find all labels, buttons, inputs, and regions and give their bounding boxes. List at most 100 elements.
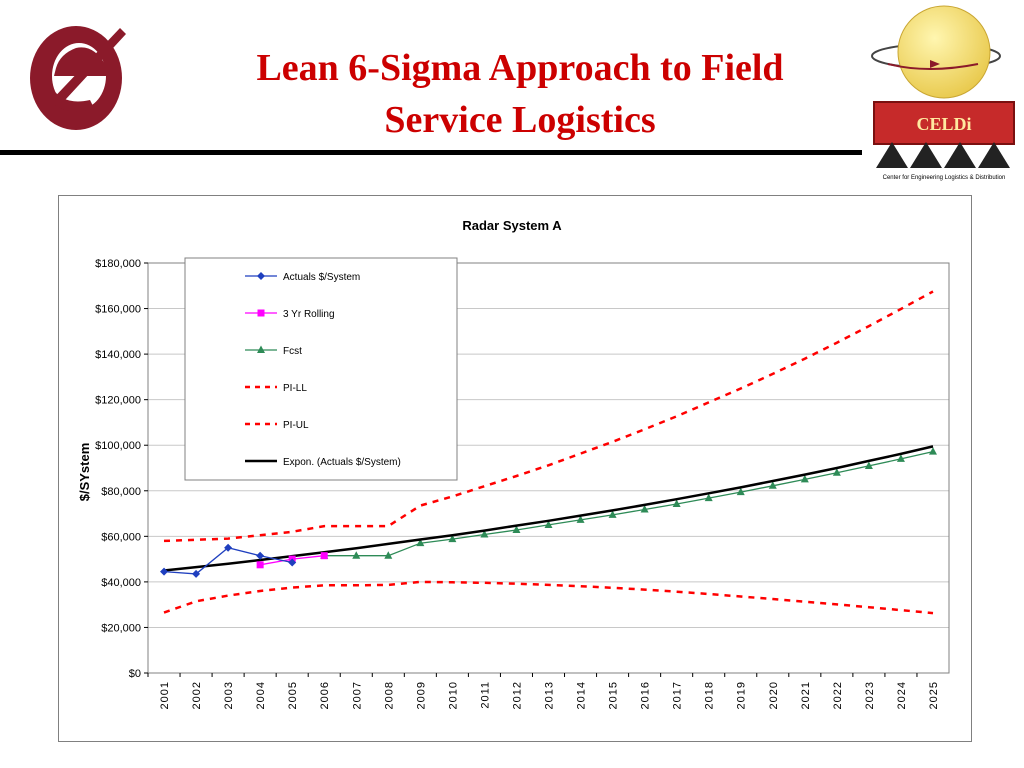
data-point xyxy=(768,481,777,489)
data-point xyxy=(384,551,393,559)
series-layer xyxy=(160,290,937,615)
series-line xyxy=(163,290,934,543)
x-tick-label: 2015 xyxy=(608,681,620,709)
y-tick-label: $60,000 xyxy=(101,531,141,543)
y-axis-label: $/SYstem xyxy=(77,443,92,502)
data-point xyxy=(672,499,681,507)
data-point xyxy=(160,567,169,576)
series-actuals-system xyxy=(160,543,297,578)
y-tick-label: $160,000 xyxy=(95,304,141,316)
data-point xyxy=(480,530,489,538)
data-point xyxy=(288,558,297,567)
series-fcst xyxy=(320,447,937,559)
data-point xyxy=(704,493,713,502)
x-tick-label: 2021 xyxy=(800,681,812,709)
data-point xyxy=(256,551,265,560)
data-point xyxy=(256,561,264,569)
x-tick-label: 2023 xyxy=(864,681,876,709)
x-tick-label: 2006 xyxy=(319,681,331,709)
data-point xyxy=(512,525,521,533)
x-tick-label: 2001 xyxy=(159,681,171,709)
series-pi-ll xyxy=(163,290,934,543)
y-tick-label: $180,000 xyxy=(95,258,141,270)
chart-container: Radar System A $/SYstem $0 $20,000 $40,000… xyxy=(58,195,972,742)
legend-box xyxy=(184,257,458,481)
data-point xyxy=(896,454,905,462)
x-tick-label: 2009 xyxy=(415,681,427,709)
legend-label: PI-LL xyxy=(283,383,307,394)
title-line-1: Lean 6-Sigma Approach to Field xyxy=(256,47,784,89)
data-point xyxy=(576,515,585,523)
x-tick-label: 2019 xyxy=(736,681,748,709)
x-tick-label: 2005 xyxy=(287,681,299,709)
data-point xyxy=(192,569,201,578)
data-point xyxy=(736,487,745,496)
data-point xyxy=(448,534,457,543)
x-tick-label: 2025 xyxy=(928,681,940,709)
company-logo xyxy=(30,26,126,130)
y-tick-label: $0 xyxy=(129,668,141,680)
data-point xyxy=(320,552,328,560)
y-tick-label: $100,000 xyxy=(95,440,141,452)
chart-title: Radar System A xyxy=(462,218,562,233)
data-point xyxy=(416,538,425,547)
plot-area xyxy=(147,262,950,674)
legend-marker xyxy=(257,272,265,280)
legend-marker xyxy=(257,345,265,353)
title-divider xyxy=(0,150,862,155)
legend-item: Expon. (Actuals $/System) xyxy=(245,457,401,468)
x-tick-label: 2004 xyxy=(255,681,267,709)
x-tick-label: 2020 xyxy=(768,681,780,709)
y-tick-label: $140,000 xyxy=(95,349,141,361)
legend-label: Fcst xyxy=(283,346,302,357)
x-tick-label: 2017 xyxy=(672,681,684,709)
legend-item: Fcst xyxy=(245,345,302,357)
x-tick-label: 2016 xyxy=(640,681,652,709)
legend-label: 3 Yr Rolling xyxy=(283,309,335,320)
chart-legend: Actuals $/System 3 Yr Rolling Fcst PI-LL PI-… xyxy=(184,257,458,481)
data-point xyxy=(832,468,841,476)
x-tick-label: 2011 xyxy=(479,681,491,709)
x-tick-label: 2022 xyxy=(832,681,844,709)
data-point xyxy=(800,474,809,483)
y-tick-label: $80,000 xyxy=(101,486,141,498)
x-tick-label: 2014 xyxy=(576,681,588,709)
celdi-logo-caption: Center for Engineering Logistics & Distr… xyxy=(883,175,1006,181)
data-point xyxy=(864,461,873,469)
page-title: Lean 6-Sigma Approach to Field Service L… xyxy=(150,42,890,146)
x-tick-label: 2012 xyxy=(511,681,523,709)
legend-item: PI-LL xyxy=(245,383,307,394)
legend-item: 3 Yr Rolling xyxy=(245,309,335,320)
legend-marker xyxy=(257,309,265,317)
axes: $0 $20,000 $40,000 $60,000 $80,000 $100,000 $1… xyxy=(95,258,950,709)
line-chart: Radar System A $/SYstem $0 $20,000 $40,000… xyxy=(77,218,950,709)
x-tick-label: 2003 xyxy=(223,681,235,709)
legend-label: Expon. (Actuals $/System) xyxy=(283,457,401,468)
series-pi-ul xyxy=(163,580,934,615)
x-tick-label: 2008 xyxy=(383,681,395,709)
x-tick-label: 2013 xyxy=(544,681,556,709)
title-line-2: Service Logistics xyxy=(384,99,656,141)
x-tick-label: 2010 xyxy=(447,681,459,709)
data-point xyxy=(224,543,233,552)
y-tick-label: $120,000 xyxy=(95,395,141,407)
legend-item: Actuals $/System xyxy=(245,272,360,283)
x-tick-label: 2024 xyxy=(896,681,908,709)
legend-label: PI-UL xyxy=(283,420,309,431)
y-tick-label: $20,000 xyxy=(101,622,141,634)
x-tick-label: 2018 xyxy=(704,681,716,709)
data-point xyxy=(352,551,361,559)
data-point xyxy=(608,510,617,518)
x-tick-label: 2002 xyxy=(191,681,203,709)
y-tick-label: $40,000 xyxy=(101,577,141,589)
series-line xyxy=(324,450,934,557)
legend-label: Actuals $/System xyxy=(283,272,360,283)
celdi-logo-text: CELDi xyxy=(916,114,971,134)
legend-item: PI-UL xyxy=(245,420,309,431)
data-point xyxy=(544,520,553,528)
x-tick-label: 2007 xyxy=(351,681,363,709)
celdi-logo: CELDi Center for Engineering Logistics &… xyxy=(871,5,1015,181)
data-point xyxy=(640,504,649,513)
series-line xyxy=(163,580,934,615)
data-point xyxy=(928,447,937,455)
